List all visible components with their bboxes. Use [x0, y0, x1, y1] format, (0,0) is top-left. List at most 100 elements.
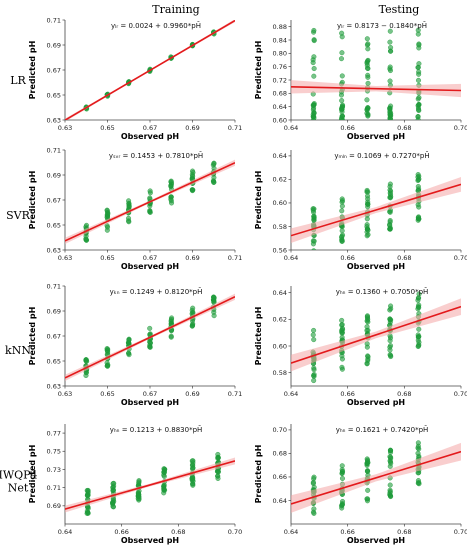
y-tick-label: 0.88: [273, 23, 287, 31]
x-tick-label: 0.64: [284, 254, 298, 262]
chart-iwqp-test: 0.64 0.66 0.68 0.70 0.64 0.66 0.68 0.70 Observed…: [254, 424, 467, 545]
regression-line: [291, 450, 461, 505]
data-point: [388, 449, 394, 455]
data-point: [190, 465, 196, 471]
data-point: [136, 496, 142, 502]
chart-svr-test: 0.64 0.66 0.68 0.70 0.56 0.58 0.60 0.62 0.64 Obse…: [254, 150, 467, 271]
data-point: [364, 36, 370, 42]
row-label: LR: [10, 74, 26, 87]
x-tick-label: 0.65: [100, 124, 114, 132]
data-point: [126, 218, 132, 224]
data-point: [311, 101, 317, 107]
data-point: [311, 105, 317, 111]
y-tick-label: 0.62: [273, 176, 287, 184]
data-point: [215, 455, 221, 461]
x-tick-label: 0.66: [340, 254, 354, 262]
data-point: [311, 365, 317, 371]
x-tick-label: 0.70: [454, 390, 467, 398]
data-point: [189, 458, 195, 464]
data-point: [189, 475, 195, 481]
y-tick-label: 0.56: [273, 246, 287, 254]
x-tick-label: 0.70: [454, 124, 467, 132]
x-tick-label: 0.63: [58, 254, 72, 262]
data-point: [211, 294, 217, 300]
y-tick-label: 0.71: [47, 16, 61, 24]
data-point: [147, 195, 153, 201]
y-tick-label: 0.69: [47, 502, 61, 510]
x-tick-label: 0.65: [100, 254, 114, 262]
data-point: [311, 66, 317, 72]
data-point: [339, 73, 345, 79]
data-point: [310, 60, 316, 66]
data-point: [416, 95, 422, 101]
data-point: [83, 358, 89, 364]
data-point: [388, 48, 394, 54]
data-point: [387, 64, 393, 70]
x-tick-label: 0.68: [397, 124, 411, 132]
data-point: [387, 28, 393, 34]
row-label: kNN: [5, 344, 31, 357]
x-tick-label: 0.71: [228, 390, 242, 398]
data-point: [365, 58, 371, 64]
regression-equation: yₘₗₙ = 0.1069 + 0.7270*pH̄: [334, 151, 429, 160]
row-label: IWQP4: [0, 469, 38, 482]
y-tick-label: 0.65: [47, 221, 61, 229]
y-tick-label: 0.71: [47, 282, 61, 290]
x-tick-label: 0.70: [454, 528, 467, 536]
y-axis-label: Predicted pH: [28, 171, 37, 230]
data-point: [416, 102, 422, 108]
y-tick-label: 0.64: [273, 497, 287, 505]
data-point: [310, 480, 316, 486]
points: [310, 27, 422, 120]
x-tick-label: 0.63: [58, 124, 72, 132]
data-point: [311, 510, 317, 516]
x-tick-label: 0.68: [171, 528, 185, 536]
chart-iwqp-train: 0.64 0.66 0.68 0.70 0.69 0.71 0.73 0.75 0.77 Obse…: [28, 424, 242, 545]
data-point: [387, 78, 393, 84]
data-point: [339, 199, 345, 205]
y-tick-label: 0.66: [273, 473, 287, 481]
data-point: [365, 74, 371, 80]
data-point: [339, 366, 345, 372]
regression-equation: yₕₙ = 0.1213 + 0.8830*pH̄: [110, 425, 203, 434]
data-point: [339, 106, 345, 112]
data-point: [215, 473, 221, 479]
data-point: [311, 248, 317, 250]
data-point: [364, 97, 370, 103]
data-point: [387, 39, 393, 45]
data-point: [387, 184, 393, 190]
y-axis-label: Predicted pH: [254, 307, 263, 366]
panels: 0.63 0.65 0.67 0.69 0.71 0.63 0.65 0.67 0.69 0.71…: [28, 16, 467, 545]
data-point: [416, 69, 422, 75]
regression-line: [65, 296, 235, 379]
x-tick-label: 0.65: [100, 390, 114, 398]
y-axis-label: Predicted pH: [28, 41, 37, 100]
data-point: [190, 168, 196, 174]
data-point: [365, 319, 371, 325]
regression-equation: yₕₙ = 0.1360 + 0.7050*pH̄: [336, 287, 429, 296]
data-point: [339, 317, 345, 323]
data-point: [311, 474, 317, 480]
y-tick-label: 0.76: [273, 63, 287, 71]
data-point: [415, 77, 421, 83]
y-axis-label: Predicted pH: [254, 171, 263, 230]
data-point: [126, 202, 132, 208]
data-point: [387, 316, 393, 322]
x-tick-label: 0.64: [284, 390, 298, 398]
data-point: [147, 208, 153, 214]
data-point: [364, 226, 370, 232]
regression-equation: yₗᵣ = 0.8173 − 0.1840*pH̄: [337, 21, 427, 30]
data-point: [211, 178, 217, 184]
data-point: [339, 463, 345, 469]
data-point: [339, 98, 345, 104]
regression-equation: yₗᵣ = 0.0024 + 0.9960*pH̄: [111, 21, 201, 30]
data-point: [211, 161, 217, 167]
x-tick-label: 0.69: [185, 390, 199, 398]
data-point: [84, 510, 90, 516]
data-point: [415, 297, 421, 303]
y-tick-label: 0.68: [273, 90, 287, 98]
data-point: [168, 194, 174, 200]
y-axis-label: Predicted pH: [28, 445, 37, 504]
regression-equation: yₖₙ = 0.1249 + 0.8120*pH̄: [110, 287, 203, 296]
